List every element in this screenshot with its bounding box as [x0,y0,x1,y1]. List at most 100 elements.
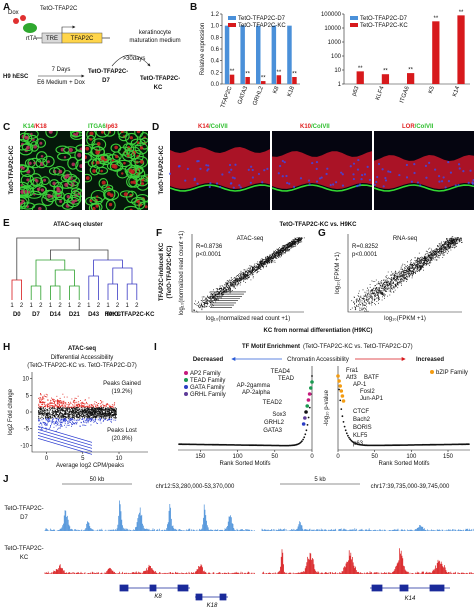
nucleus [318,177,322,180]
nucleus [231,176,235,179]
cell [91,138,107,151]
y-axis-label: log2 Fold change [8,388,14,435]
y-tick-label: 1 [338,82,342,88]
cell [35,138,47,148]
x-axis-label: Average log2 CPM/peaks [56,463,124,469]
nucleus [48,131,53,134]
epidermis [272,151,372,189]
x-tick-label: KLF4 [375,85,386,101]
panel-letter: E [3,218,10,229]
y-tick-label: 10 [22,377,29,383]
cell [124,142,135,156]
region-label: chr12:53,280,000-53,370,000 [156,484,235,490]
legend-dot [184,385,188,389]
nucleus [85,146,90,151]
cell [140,174,148,182]
gene-box [61,32,103,44]
gene-label: K8 [154,594,162,600]
x-tick-label: 150 [443,454,454,460]
cell [45,131,58,139]
nucleus [199,167,202,170]
nucleus [43,178,47,182]
nucleus [444,186,447,189]
x-tick-label: 50 [271,454,278,460]
motif-label: CTCF [353,409,369,415]
bar [432,21,440,84]
bar [287,25,292,85]
replicate-label: 1 [126,303,130,309]
bar [224,25,230,85]
motif-label: GATA3 [263,428,282,434]
motif-label: AP-1 [353,382,367,388]
cell [20,164,29,173]
direction-label: Increased [416,357,444,363]
dendro-branch [112,267,133,284]
nucleus [352,177,355,181]
track-label: KC [20,555,29,561]
nucleus [307,179,311,182]
panel-letter: J [3,474,9,485]
gene-model [370,584,450,592]
cell [128,175,142,188]
nucleus [424,164,428,167]
dox-label: Dox [8,10,19,16]
nucleus [184,179,187,182]
cell [41,193,54,207]
nucleus [249,181,252,184]
cell [67,156,79,170]
nucleus [197,159,200,163]
nucleus [283,161,286,164]
nucleus [66,194,70,199]
motif-label: Sox3 [272,412,286,418]
motif-highlight [337,379,341,383]
nucleus [288,182,291,185]
cell [68,194,82,205]
nucleus [389,170,392,174]
motif-label: p63 [353,441,364,447]
medium-label: E6 Medium + Dox [37,80,85,86]
y-tick-label: 0.8 [211,35,220,41]
nucleus [352,173,355,176]
dendro-branch [50,249,109,260]
stain-label: K10/ColVII [300,124,330,130]
annotation: Peaks Lost [107,428,137,434]
cell [62,170,72,181]
kc-label: TetO-TFAP2C- [140,76,180,82]
x-axis-label: KC from normal differentiation (H9KC) [263,328,372,334]
replicate-label: 1 [68,303,72,309]
legend-label: TetO-TFAP2C-D7 [238,16,286,22]
legend-label: TetO-TFAP2C-KC [360,23,408,29]
rtta-label: rtTA [26,36,37,42]
nucleus [387,170,390,173]
nucleus [28,161,32,165]
nucleus [377,162,381,166]
replicate-label: 2 [116,303,120,309]
motif-highlight [341,399,346,403]
nucleus [375,180,378,184]
x-tick-label: 5 [81,456,85,462]
annotation: Peaks Gained [103,381,141,387]
motif-label: BORIS [353,425,372,431]
scale-label: 50 kb [90,477,105,483]
nucleus [373,183,377,186]
significance-label: ** [292,72,297,78]
arrow-bent [61,25,76,33]
panel-letter: I [154,342,157,353]
stain-part: /p63 [106,124,119,130]
gene-model [195,593,228,601]
cell [40,176,50,186]
nucleus [139,146,144,150]
y-tick-label: 100 [331,54,342,60]
x-tick-label: 100 [406,454,417,460]
basement-membrane [271,184,373,192]
cell [134,142,148,155]
group-label: D7 [32,312,40,318]
nucleus [168,172,172,175]
y-tick-label: 0.4 [211,59,220,65]
bar [256,25,261,85]
nucleus [65,173,70,178]
nucleus [79,164,82,168]
stable-peaks [38,407,117,419]
cell [126,175,138,188]
